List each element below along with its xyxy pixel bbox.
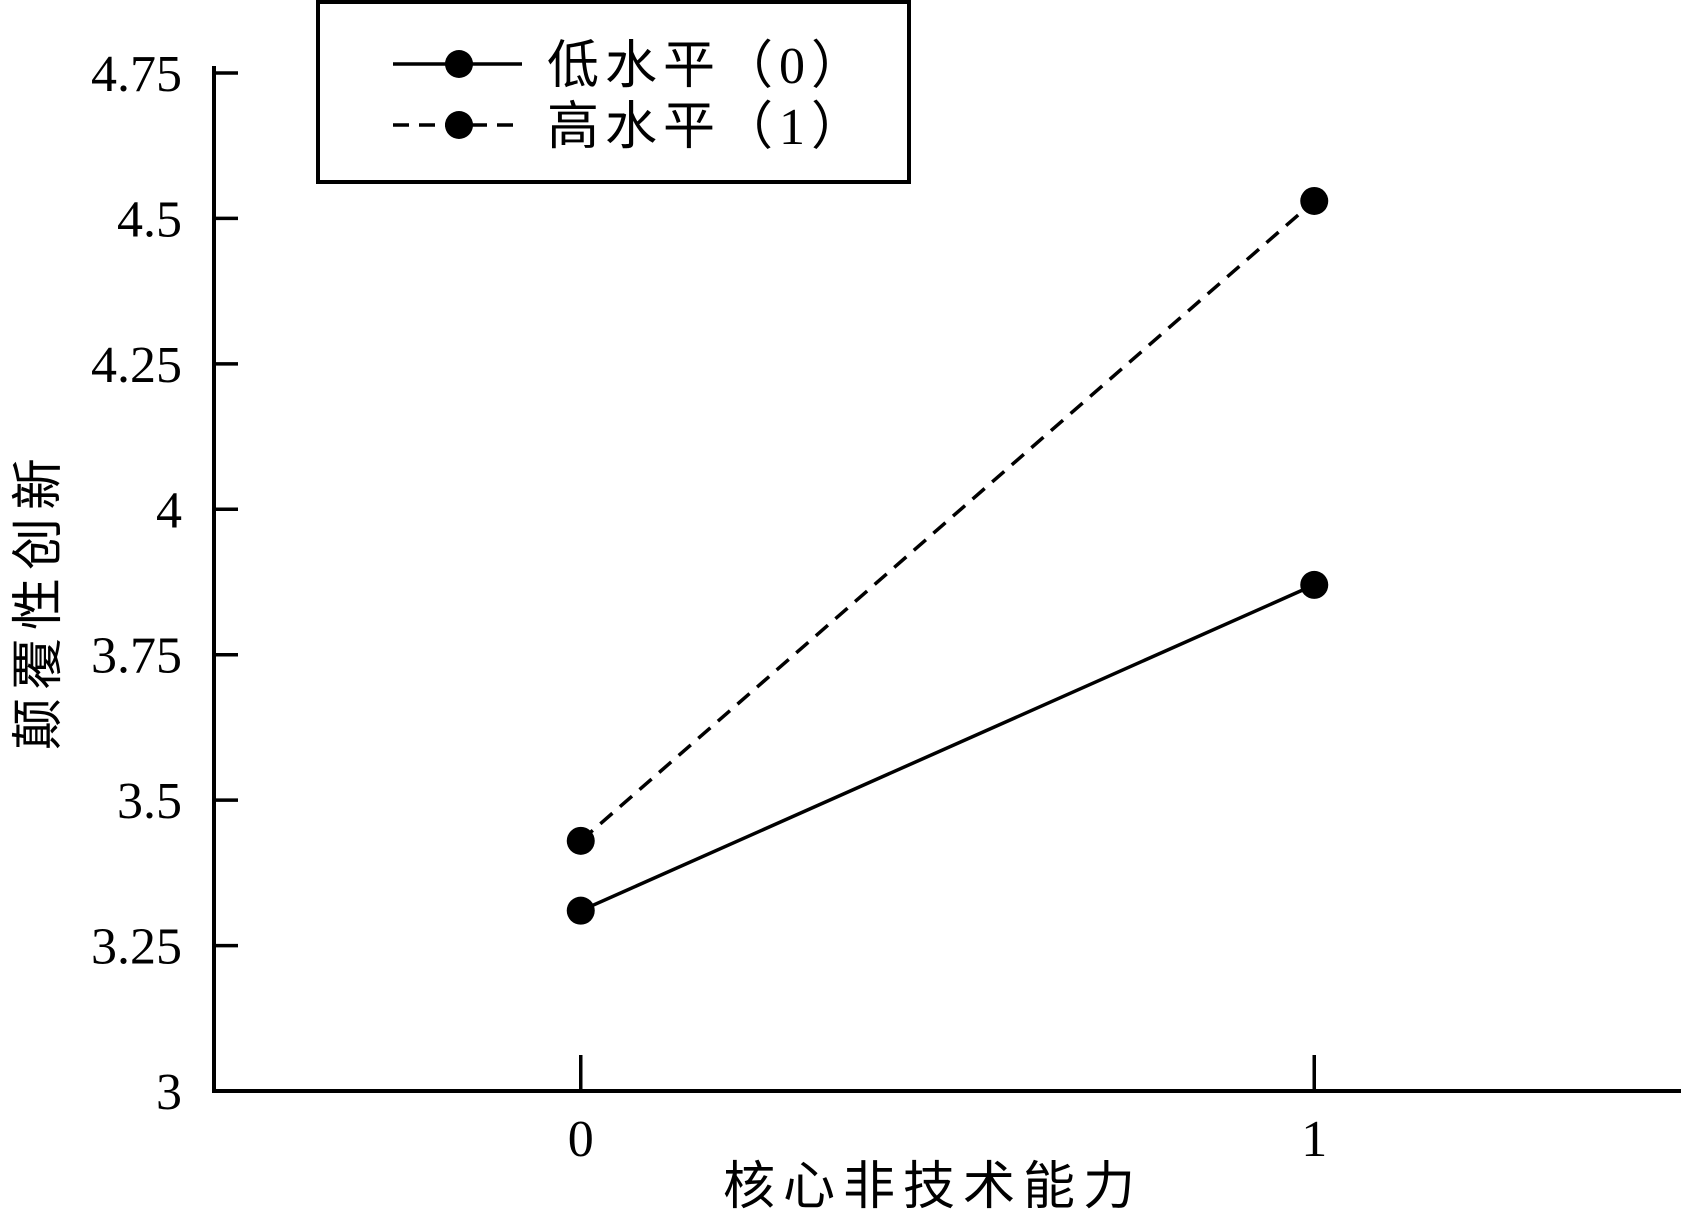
legend-dashed-marker bbox=[445, 111, 473, 139]
legend: 低水平（0） 高水平（1） bbox=[316, 0, 911, 184]
series-1-point-0 bbox=[566, 826, 595, 855]
y-tick-label-1: 3.25 bbox=[91, 919, 182, 976]
series-0-point-1 bbox=[1300, 570, 1329, 599]
y-axis-title: 颠覆性创新 bbox=[11, 450, 68, 750]
series-group bbox=[566, 186, 1329, 925]
series-0-point-0 bbox=[566, 896, 595, 925]
y-tick-label-6: 4.5 bbox=[117, 191, 182, 248]
legend-entry-high-level: 高水平（1） bbox=[393, 99, 869, 156]
series-0-line bbox=[580, 583, 1315, 913]
series-1-point-1 bbox=[1300, 186, 1329, 215]
legend-solid-marker bbox=[445, 50, 473, 78]
legend-label-low-level: 低水平（0） bbox=[547, 38, 869, 95]
x-axis-title: 核心非技术能力 bbox=[723, 1159, 1143, 1216]
y-tick-label-4: 4 bbox=[156, 482, 182, 539]
y-tick-label-5: 4.25 bbox=[91, 337, 182, 394]
legend-box bbox=[316, 0, 911, 184]
legend-label-high-level: 高水平（1） bbox=[547, 99, 869, 156]
x-tick-label-0: 0 bbox=[568, 1111, 594, 1168]
ticks: 3 3.25 3.5 3.75 4 4.25 4.5 4.75 0 1 bbox=[91, 46, 1327, 1168]
y-tick-label-3: 3.75 bbox=[91, 628, 182, 685]
legend-entry-low-level: 低水平（0） bbox=[393, 38, 869, 95]
x-tick-label-1: 1 bbox=[1301, 1111, 1327, 1168]
axes bbox=[212, 66, 1681, 1093]
y-tick-label-2: 3.5 bbox=[117, 773, 182, 830]
y-tick-label-7: 4.75 bbox=[91, 46, 182, 103]
y-tick-label-0: 3 bbox=[156, 1064, 182, 1121]
series-1-line bbox=[579, 199, 1316, 843]
